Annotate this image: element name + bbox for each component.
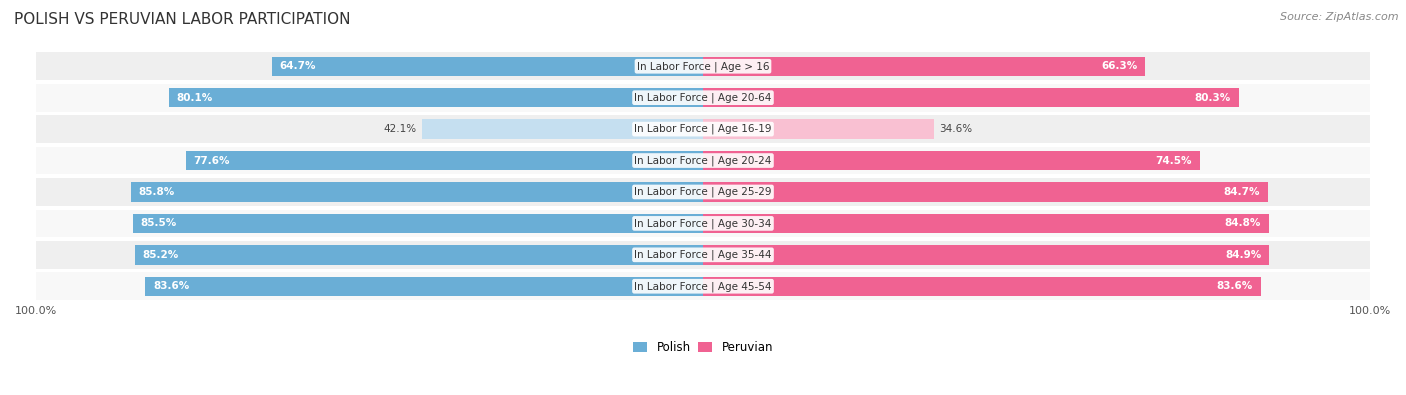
Bar [703,245,1270,265]
Bar [37,210,1369,237]
Text: 85.2%: 85.2% [143,250,179,260]
Bar [37,147,1369,174]
Bar [703,214,1268,233]
Text: 84.7%: 84.7% [1223,187,1260,197]
Bar [703,56,1144,76]
Bar [37,178,1369,206]
Bar [135,245,703,265]
Bar [37,53,1369,80]
Text: 34.6%: 34.6% [939,124,972,134]
Text: 83.6%: 83.6% [153,281,190,291]
Bar [131,182,703,202]
Bar [37,241,1369,269]
Text: POLISH VS PERUVIAN LABOR PARTICIPATION: POLISH VS PERUVIAN LABOR PARTICIPATION [14,12,350,27]
Text: In Labor Force | Age 30-34: In Labor Force | Age 30-34 [634,218,772,229]
Bar [37,273,1369,300]
Text: 85.8%: 85.8% [139,187,176,197]
Text: 85.5%: 85.5% [141,218,177,228]
Bar [186,151,703,170]
Bar [703,151,1199,170]
Legend: Polish, Peruvian: Polish, Peruvian [628,337,778,359]
Text: In Labor Force | Age 35-44: In Labor Force | Age 35-44 [634,250,772,260]
Bar [37,115,1369,143]
Text: 74.5%: 74.5% [1156,156,1192,166]
Bar [703,182,1268,202]
Text: In Labor Force | Age 20-24: In Labor Force | Age 20-24 [634,155,772,166]
Text: 84.9%: 84.9% [1225,250,1261,260]
Text: In Labor Force | Age 16-19: In Labor Force | Age 16-19 [634,124,772,134]
Text: 83.6%: 83.6% [1216,281,1253,291]
Text: 84.8%: 84.8% [1225,218,1261,228]
Text: In Labor Force | Age 45-54: In Labor Force | Age 45-54 [634,281,772,292]
Text: 77.6%: 77.6% [194,156,231,166]
Text: In Labor Force | Age > 16: In Labor Force | Age > 16 [637,61,769,71]
Bar [37,84,1369,111]
Text: 80.3%: 80.3% [1194,93,1230,103]
Text: In Labor Force | Age 20-64: In Labor Force | Age 20-64 [634,92,772,103]
Text: 80.1%: 80.1% [177,93,214,103]
Text: 42.1%: 42.1% [384,124,418,134]
Bar [145,276,703,296]
Bar [422,119,703,139]
Text: Source: ZipAtlas.com: Source: ZipAtlas.com [1281,12,1399,22]
Text: 64.7%: 64.7% [280,61,316,71]
Bar [271,56,703,76]
Bar [703,276,1261,296]
Bar [703,88,1239,107]
Bar [132,214,703,233]
Bar [703,119,934,139]
Text: In Labor Force | Age 25-29: In Labor Force | Age 25-29 [634,187,772,197]
Bar [169,88,703,107]
Text: 66.3%: 66.3% [1101,61,1137,71]
